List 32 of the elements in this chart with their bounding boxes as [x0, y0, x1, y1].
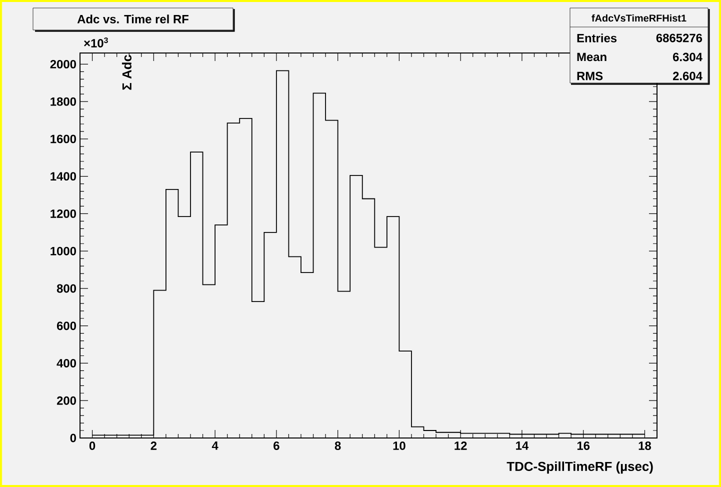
text: 6.304: [673, 52, 702, 62]
x-tick-label: 6: [274, 442, 280, 450]
y-tick-label: 1200: [50, 209, 76, 218]
x-tick-label: 10: [393, 442, 406, 450]
y-tick-label: 1000: [50, 246, 76, 256]
x-tick-label: 2: [150, 442, 157, 450]
x-tick-label: 14: [516, 442, 529, 450]
x-tick-label: 18: [638, 442, 652, 450]
y-tick-label: 800: [56, 284, 76, 293]
y-tick-label: 1400: [50, 172, 76, 181]
y-tick-label: 400: [56, 359, 76, 368]
annotation: RMS: [577, 72, 603, 80]
y-tick-label: 2000: [50, 60, 76, 68]
y-tick-label: 600: [56, 322, 76, 330]
x-tick-label: 0: [89, 442, 96, 450]
x-axis-title: TDC-SpillTimeRF (µsec): [506, 462, 653, 474]
chart-title: Adc vs. Time rel RF: [77, 14, 188, 24]
x-tick-label: 4: [212, 442, 218, 450]
y-tick-label: 0: [70, 434, 76, 442]
y-tick-label: 1600: [50, 134, 76, 144]
text: Entries: [577, 34, 617, 42]
x-tick-label: 8: [334, 442, 341, 450]
text: 6865276: [656, 34, 702, 42]
text: ×10$^{3}$: [84, 37, 108, 48]
annotation: Mean: [577, 52, 606, 62]
x-tick-label: 16: [577, 442, 590, 450]
text: 2.604: [672, 72, 702, 80]
y-tick-label: 1800: [50, 97, 76, 106]
y-axis-title: Σ Adc: [122, 54, 132, 90]
text: fAdcVsTimeRFHist1: [592, 14, 686, 22]
x-tick-label: 12: [454, 442, 467, 450]
y-tick-label: 200: [56, 396, 76, 405]
